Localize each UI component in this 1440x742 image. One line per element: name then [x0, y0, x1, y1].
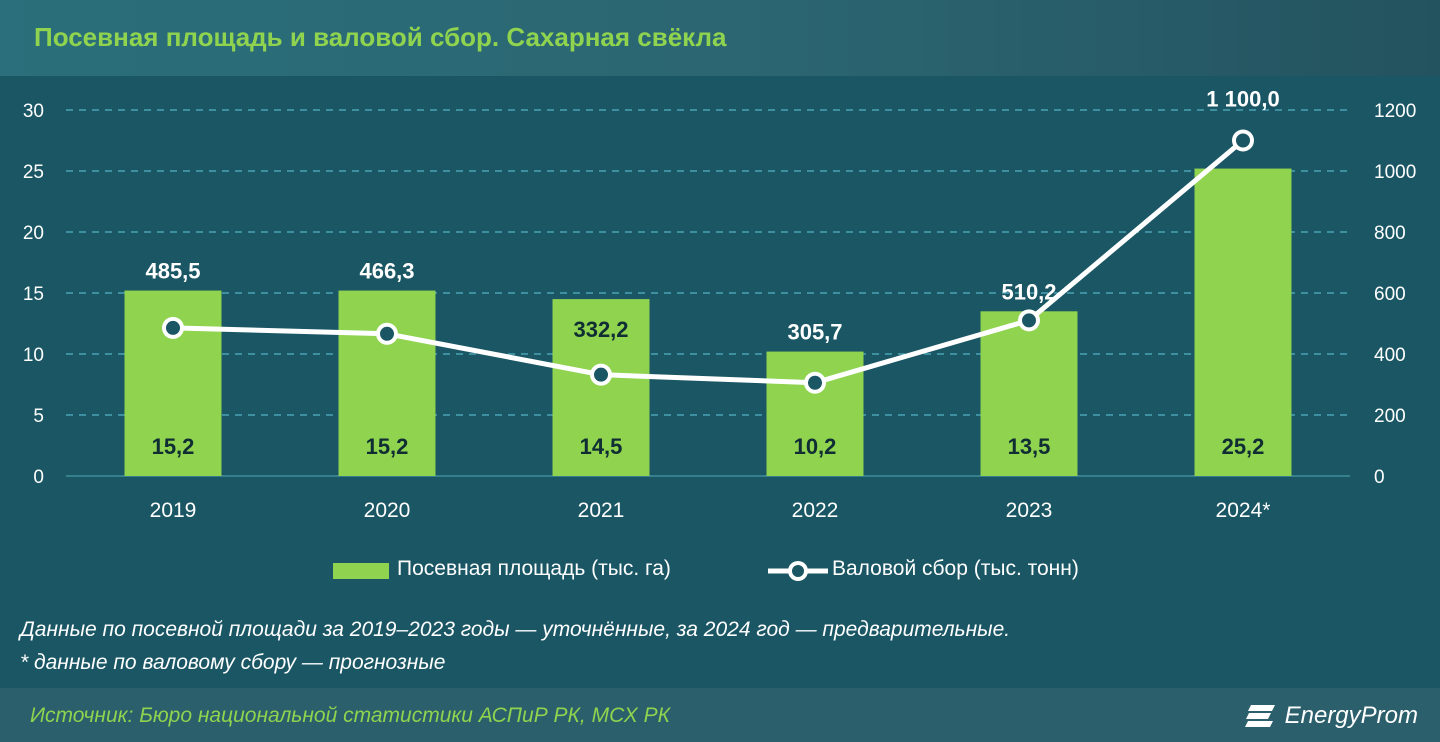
- y-left-tick-label: 15: [23, 284, 44, 305]
- bar-value-label: 15,2: [366, 434, 409, 459]
- chart-plot: 0 5 10 15 20 25 30 0 200 400 600 800 1000 1200 15,2 15,…: [23, 87, 1416, 523]
- category-label: 2021: [578, 499, 625, 522]
- category-label: 2023: [1006, 499, 1053, 522]
- legend-line-label: Валовой сбор (тыс. тонн): [832, 557, 1079, 580]
- line-point-center: [1236, 133, 1250, 148]
- bar-value-label: 13,5: [1008, 434, 1051, 459]
- footnote-area: Данные по посевной площади за 2019–2023 …: [20, 618, 1011, 641]
- chart-legend: Посевная площадь (тыс. га) Валовой сбор …: [0, 556, 1440, 586]
- y-right-tick-label: 0: [1374, 467, 1385, 488]
- line-value-label: 1 100,0: [1206, 87, 1279, 112]
- chart-header: Посевная площадь и валовой сбор. Сахарна…: [0, 0, 1440, 76]
- y-left-tick-label: 5: [33, 406, 44, 427]
- legend-bar-label: Посевная площадь (тыс. га): [397, 557, 671, 580]
- bar-value-label: 14,5: [580, 434, 623, 459]
- bar: [980, 311, 1078, 476]
- y-right-tick-label: 400: [1374, 345, 1406, 366]
- y-left-tick-label: 30: [23, 101, 44, 122]
- category-label: 2019: [150, 499, 197, 522]
- y-right-tick-label: 1200: [1374, 101, 1416, 122]
- y-left-tick-label: 0: [33, 467, 44, 488]
- energyprom-logo-icon: [1244, 705, 1275, 727]
- bar-value-label: 10,2: [794, 434, 837, 459]
- bar: [1194, 168, 1292, 476]
- line-value-label: 485,5: [145, 259, 200, 284]
- brand-logo: EnergyProm: [1244, 700, 1418, 732]
- line-value-label: 466,3: [359, 259, 414, 284]
- line-value-label: 305,7: [787, 320, 842, 345]
- line-point-center: [166, 320, 180, 335]
- bar-value-label: 15,2: [152, 434, 195, 459]
- line-value-label: 510,2: [1001, 279, 1056, 304]
- y-left-tick-label: 10: [23, 345, 44, 366]
- line-point-center: [594, 367, 608, 382]
- logo-text: EnergyProm: [1284, 702, 1418, 729]
- bar: [338, 290, 436, 476]
- category-label: 2022: [792, 499, 839, 522]
- footnote-harvest: * данные по валовому сбору — прогнозные: [20, 651, 446, 674]
- y-right-tick-label: 200: [1374, 406, 1406, 427]
- source-text: Источник: Бюро национальной статистики А…: [30, 704, 671, 727]
- line-point-center: [380, 326, 394, 341]
- y-right-tick-label: 800: [1374, 223, 1406, 244]
- category-label: 2020: [364, 499, 411, 522]
- line-point-center: [808, 375, 822, 390]
- y-right-tick-label: 1000: [1374, 162, 1416, 183]
- line-value-label: 332,2: [573, 317, 628, 342]
- bar-value-label: 25,2: [1222, 434, 1265, 459]
- legend-bar-swatch: [333, 563, 389, 579]
- category-label: 2024*: [1216, 499, 1271, 522]
- line-point-center: [1022, 313, 1036, 328]
- footer-bar: Источник: Бюро национальной статистики А…: [0, 688, 1440, 742]
- y-left-tick-label: 20: [23, 223, 44, 244]
- legend-line-symbol: [768, 561, 828, 581]
- y-right-tick-label: 600: [1374, 284, 1406, 305]
- line-series: [172, 138, 1245, 386]
- chart-title: Посевная площадь и валовой сбор. Сахарна…: [34, 22, 727, 52]
- bar: [552, 299, 650, 476]
- y-left-tick-label: 25: [23, 162, 44, 183]
